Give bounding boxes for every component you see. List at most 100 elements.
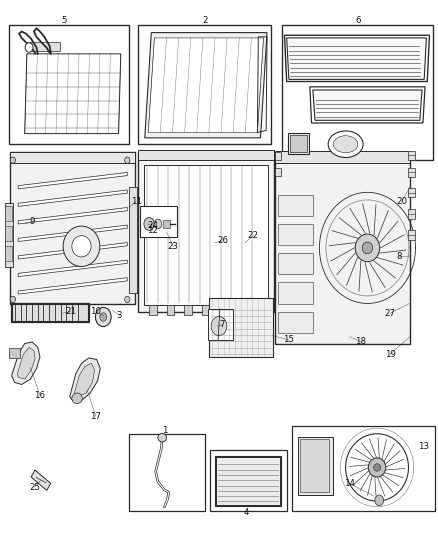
Text: 3: 3 [117,311,122,320]
Ellipse shape [100,313,107,321]
Polygon shape [18,190,127,206]
Ellipse shape [374,464,381,471]
Text: 26: 26 [217,237,228,246]
Bar [149,305,157,316]
Bar [275,152,410,344]
Bar [27,42,60,51]
Bar [138,150,274,160]
Bar [209,298,273,357]
Bar [278,312,313,333]
Bar [237,305,244,316]
Ellipse shape [328,131,363,158]
Polygon shape [18,260,127,277]
Polygon shape [12,342,40,384]
Text: 25: 25 [29,482,40,491]
Bar [288,133,309,154]
Bar [409,230,415,240]
Bar [130,187,138,293]
Bar [11,152,135,304]
Text: 2: 2 [202,17,208,26]
Bar [283,25,433,160]
Ellipse shape [25,43,33,52]
Bar [10,349,20,358]
Bar [275,151,410,163]
Text: 19: 19 [385,350,396,359]
Bar [210,450,287,511]
Bar [409,188,415,197]
Polygon shape [145,33,267,138]
Polygon shape [17,348,35,379]
Text: 20: 20 [396,197,407,206]
Polygon shape [31,470,51,490]
Text: 18: 18 [355,337,367,346]
Bar [215,456,281,506]
Text: 17: 17 [90,412,101,421]
Bar [278,195,313,216]
Ellipse shape [154,219,162,229]
Text: 14: 14 [344,479,356,488]
Bar [130,434,205,511]
Bar [11,303,89,322]
Text: 10: 10 [90,307,101,316]
Bar [292,426,435,511]
Text: 12: 12 [147,226,158,235]
Polygon shape [18,243,127,259]
Ellipse shape [375,495,384,506]
Text: 15: 15 [283,335,294,344]
Ellipse shape [95,308,111,327]
Bar [166,305,174,316]
Ellipse shape [158,433,166,442]
Text: 24: 24 [147,221,158,230]
Polygon shape [18,207,127,224]
Ellipse shape [355,234,380,262]
Bar [140,206,177,237]
Bar [12,304,88,321]
Bar [163,220,170,228]
Bar [5,206,12,221]
Text: 21: 21 [65,307,76,316]
Polygon shape [18,278,127,294]
Bar [144,165,268,305]
Text: 23: 23 [168,242,179,251]
Ellipse shape [63,226,100,266]
Bar [184,305,192,316]
Bar [300,439,329,492]
Bar [275,168,282,176]
Bar [278,253,313,274]
Text: 6: 6 [355,17,360,26]
Text: 22: 22 [247,231,258,240]
Ellipse shape [368,458,386,477]
Ellipse shape [11,296,15,303]
Polygon shape [70,358,100,400]
Ellipse shape [211,317,227,336]
Ellipse shape [72,393,82,403]
Bar [208,309,233,340]
Bar [201,305,209,316]
Polygon shape [25,54,121,134]
Text: 11: 11 [131,197,141,206]
Text: 1: 1 [162,426,167,435]
Polygon shape [18,225,127,241]
Polygon shape [148,38,264,133]
Bar [219,305,227,316]
Text: 16: 16 [35,391,46,400]
Bar [297,437,332,495]
Bar [275,152,282,160]
Polygon shape [313,90,422,120]
Ellipse shape [72,236,91,257]
Ellipse shape [362,242,373,254]
Polygon shape [74,364,95,397]
Ellipse shape [125,157,130,164]
Bar [5,226,12,241]
Ellipse shape [333,136,358,153]
Ellipse shape [144,217,154,230]
Bar [215,457,280,505]
Ellipse shape [125,296,130,303]
Bar [409,167,415,177]
Bar [5,203,13,266]
Text: 27: 27 [385,309,396,318]
Bar [5,246,12,261]
Bar [278,224,313,245]
Polygon shape [287,38,426,79]
Bar [10,25,130,144]
